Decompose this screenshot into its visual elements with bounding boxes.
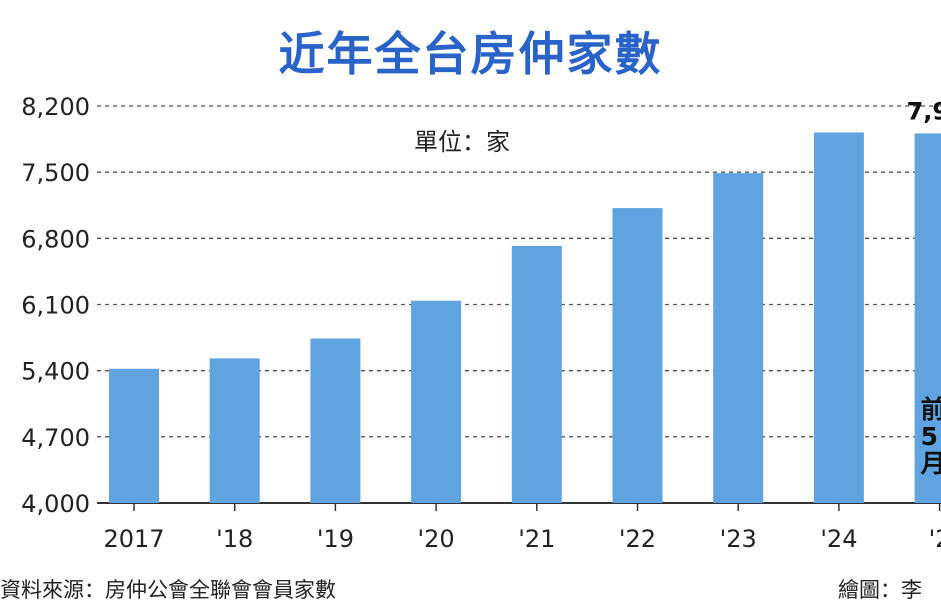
credit-note: 繪圖：李 — [838, 578, 922, 602]
y-tick-label: 5,400 — [21, 358, 90, 386]
bar — [713, 173, 764, 503]
x-tick-label: '22 — [619, 525, 656, 553]
y-tick-label: 8,200 — [21, 93, 90, 121]
source-note: 資料來源：房仲公會全聯會會員家數 — [0, 578, 336, 602]
x-tick-label: 2017 — [103, 525, 164, 553]
x-tick-label: '20 — [418, 525, 455, 553]
x-tick-label: '2 — [929, 525, 941, 553]
y-tick-label: 4,700 — [21, 424, 90, 452]
x-tick-label: '24 — [820, 525, 857, 553]
bar-note-text: 月 — [920, 449, 941, 478]
y-tick-label: 7,500 — [21, 159, 90, 187]
bar — [310, 338, 361, 503]
bar — [914, 133, 941, 503]
bar-chart: 8,200 7,500 6,800 6,100 5,400 4,700 4,000 2017 '… — [21, 93, 941, 553]
bar — [612, 208, 663, 504]
y-tick-label: 6,100 — [21, 292, 90, 320]
x-tick-label: '19 — [317, 525, 354, 553]
x-tick-label: '21 — [518, 525, 555, 553]
y-tick-label: 4,000 — [21, 490, 90, 518]
y-tick-label: 6,800 — [21, 225, 90, 253]
bar — [209, 358, 260, 503]
bar — [411, 300, 462, 503]
x-tick-label: '23 — [720, 525, 757, 553]
data-label: 7,9 — [907, 97, 941, 125]
bar-note-text: 5 — [921, 422, 938, 451]
unit-label: 單位：家 — [414, 128, 510, 156]
x-tick-label: '18 — [216, 525, 253, 553]
bar — [813, 132, 864, 503]
bar — [109, 368, 159, 503]
bar-note-text: 前 — [921, 395, 941, 424]
chart-title: 近年全台房仲家數 — [278, 27, 663, 81]
bar — [511, 245, 562, 503]
